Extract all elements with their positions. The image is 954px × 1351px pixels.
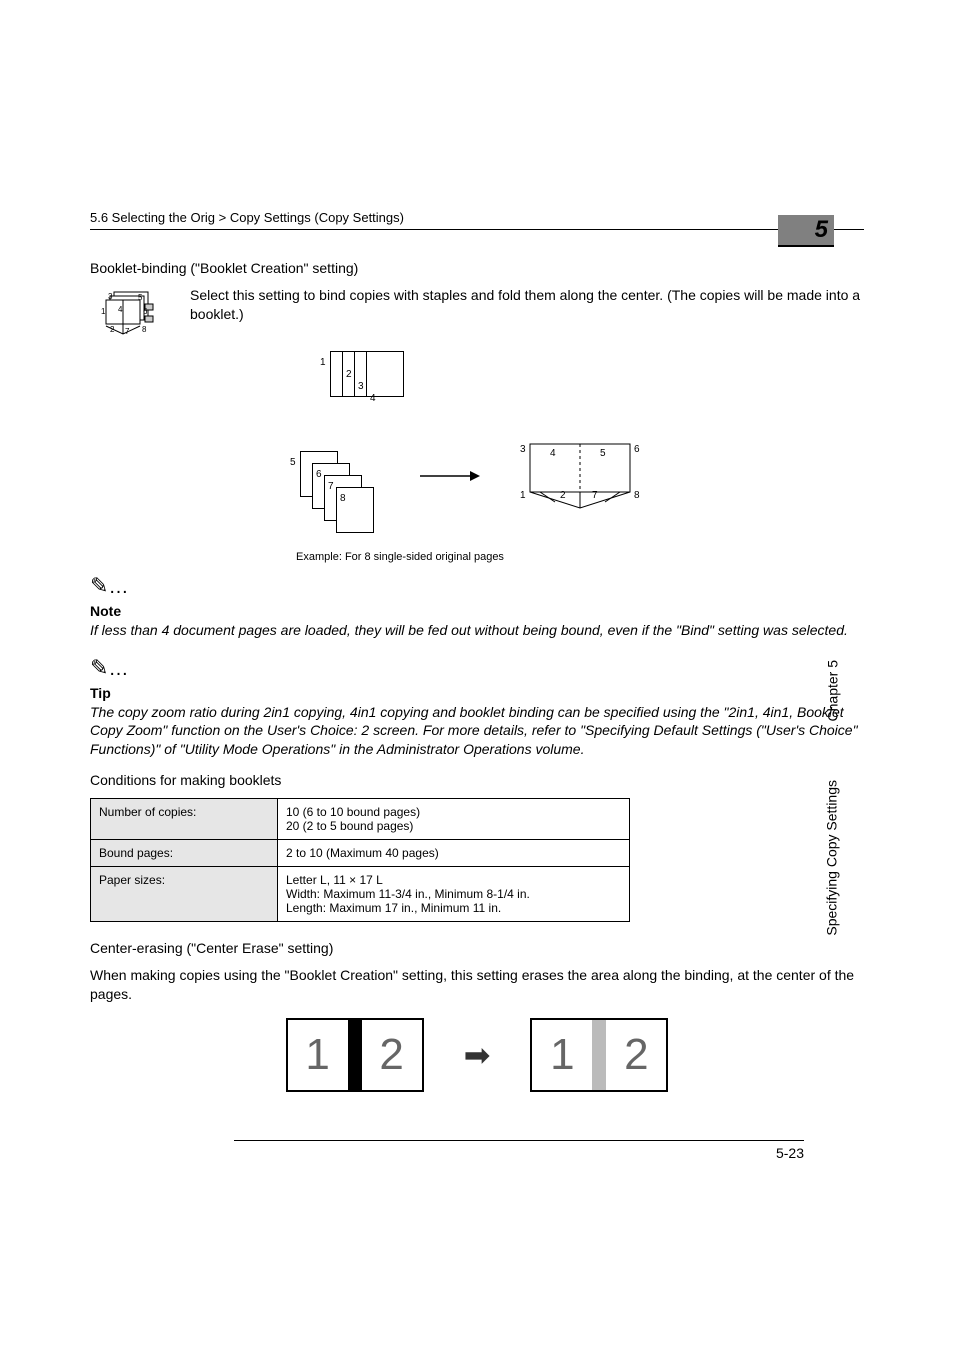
cell-value: 2 to 10 (Maximum 40 pages) — [278, 839, 630, 866]
diag-n8: 8 — [340, 493, 346, 504]
svg-text:7: 7 — [592, 490, 598, 501]
after-box: 1 2 — [530, 1018, 668, 1092]
table-row: Number of copies: 10 (6 to 10 bound page… — [91, 798, 630, 839]
icon-num-1: 1 — [101, 307, 106, 316]
diag-n3: 3 — [358, 381, 364, 392]
example-caption: Example: For 8 single-sided original pag… — [190, 551, 610, 563]
icon-num-8: 8 — [142, 325, 147, 334]
svg-text:8: 8 — [634, 490, 640, 501]
svg-text:1: 1 — [520, 490, 526, 501]
note-icon: ✎ — [90, 573, 108, 598]
tip-body: The copy zoom ratio during 2in1 copying,… — [90, 703, 864, 758]
section-booklet-body: Select this setting to bind copies with … — [190, 286, 864, 324]
table-row: Paper sizes: Letter L, 11 × 17 L Width: … — [91, 866, 630, 921]
diag-n1: 1 — [320, 357, 326, 368]
side-chapter-label: Chapter 5 — [824, 660, 840, 721]
chapter-badge: 5 — [778, 215, 834, 247]
cell-value: Letter L, 11 × 17 L Width: Maximum 11-3/… — [278, 866, 630, 921]
binding-dark — [348, 1020, 362, 1090]
page-1: 1 — [532, 1020, 592, 1090]
page-2: 2 — [606, 1020, 666, 1090]
running-head: 5.6 Selecting the Orig > Copy Settings (… — [90, 210, 864, 230]
diag-n2: 2 — [346, 369, 352, 380]
cell-value: 10 (6 to 10 bound pages) 20 (2 to 5 boun… — [278, 798, 630, 839]
icon-num-2: 2 — [110, 325, 115, 334]
icon-num-3: 3 — [108, 292, 113, 301]
table-row: Bound pages: 2 to 10 (Maximum 40 pages) — [91, 839, 630, 866]
icon-num-4: 4 — [118, 305, 123, 314]
svg-text:6: 6 — [634, 444, 640, 455]
note-body: If less than 4 document pages are loaded… — [90, 621, 864, 639]
center-erase-diagram: 1 2 ➡ 1 2 — [90, 1018, 864, 1092]
booklet-icon: 3 5 1 4 6 2 7 8 — [90, 286, 180, 341]
arrow-icon: ➡ — [464, 1036, 491, 1074]
tip-icon: ✎ — [90, 655, 108, 680]
svg-text:3: 3 — [520, 444, 526, 455]
page-2: 2 — [362, 1020, 422, 1090]
svg-text:4: 4 — [550, 448, 556, 459]
svg-text:5: 5 — [600, 448, 606, 459]
section-center-erase-title: Center-erasing ("Center Erase" setting) — [90, 940, 864, 956]
diag-n7: 7 — [328, 481, 334, 492]
cell-label: Bound pages: — [91, 839, 278, 866]
diag-n5: 5 — [290, 457, 296, 468]
tip-heading: Tip — [90, 685, 864, 701]
section-booklet-title: Booklet-binding ("Booklet Creation" sett… — [90, 260, 864, 276]
diag-n6: 6 — [316, 469, 322, 480]
folded-booklet-diagram: 3 4 5 6 1 2 7 8 — [500, 436, 650, 516]
booklet-diagram: 1 2 3 4 5 6 7 8 3 4 5 — [270, 351, 690, 541]
page: 5 5.6 Selecting the Orig > Copy Settings… — [0, 0, 954, 1351]
page-number: 5-23 — [234, 1140, 804, 1161]
icon-num-5: 5 — [138, 293, 143, 302]
page-1: 1 — [288, 1020, 348, 1090]
cell-label: Paper sizes: — [91, 866, 278, 921]
binding-erased — [592, 1020, 606, 1090]
section-center-erase-body: When making copies using the "Booklet Cr… — [90, 966, 864, 1004]
icon-num-7: 7 — [125, 327, 130, 336]
conditions-table: Number of copies: 10 (6 to 10 bound page… — [90, 798, 630, 922]
icon-num-6: 6 — [143, 307, 148, 316]
side-section-label: Specifying Copy Settings — [824, 780, 840, 936]
cell-label: Number of copies: — [91, 798, 278, 839]
note-heading: Note — [90, 603, 864, 619]
conditions-title: Conditions for making booklets — [90, 772, 864, 788]
diag-n4: 4 — [370, 393, 376, 404]
before-box: 1 2 — [286, 1018, 424, 1092]
svg-text:2: 2 — [560, 490, 566, 501]
